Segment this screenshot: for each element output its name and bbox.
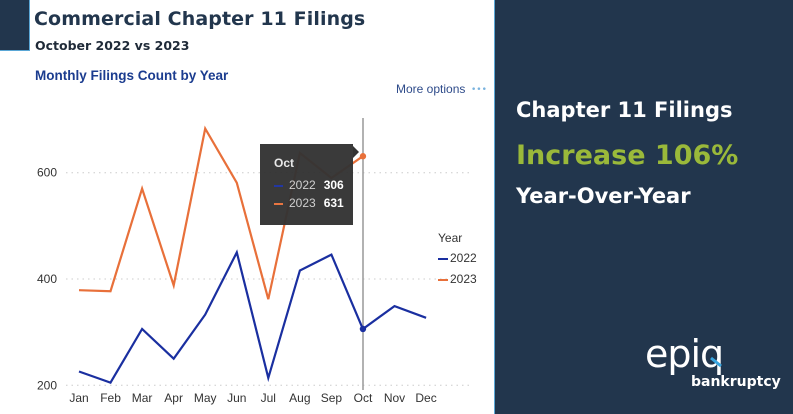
x-tick-label: Mar bbox=[132, 391, 153, 405]
x-tick-label: Oct bbox=[354, 391, 373, 405]
page-title: Commercial Chapter 11 Filings bbox=[34, 8, 366, 30]
tooltip-value: 306 bbox=[323, 178, 344, 192]
headline-line-2: Increase 106% bbox=[516, 140, 739, 171]
x-tick-label: Jun bbox=[227, 391, 246, 405]
headline-line-3: Year-Over-Year bbox=[516, 184, 691, 208]
x-tick-label: May bbox=[194, 391, 217, 405]
x-tick-label: Apr bbox=[164, 391, 183, 405]
legend-line-icon bbox=[274, 184, 283, 187]
x-tick-label: Jan bbox=[69, 391, 88, 405]
page-subtitle: October 2022 vs 2023 bbox=[35, 38, 190, 53]
x-tick-label: Aug bbox=[289, 391, 310, 405]
tooltip-row-2023: 2023 631 bbox=[274, 196, 344, 210]
y-tick-label: 600 bbox=[37, 166, 57, 180]
legend-line-icon bbox=[438, 278, 448, 282]
x-axis: Jan Feb Mar Apr May Jun Jul Aug Sep Oct Nov Dec bbox=[69, 391, 436, 405]
logo-subtitle: bankruptcy bbox=[691, 374, 781, 390]
legend-line-icon bbox=[438, 257, 448, 261]
tooltip-pointer bbox=[353, 146, 359, 158]
legend-item-2022[interactable]: 2022 bbox=[438, 251, 477, 265]
headline-line-1: Chapter 11 Filings bbox=[516, 98, 733, 122]
legend-label: 2023 bbox=[450, 272, 477, 286]
legend-item-2023[interactable]: 2023 bbox=[438, 272, 477, 286]
x-tick-label: Feb bbox=[100, 391, 121, 405]
tooltip-label: 2023 bbox=[289, 196, 316, 210]
tooltip-row-2022: 2022 306 bbox=[274, 178, 344, 192]
series-line-2022[interactable] bbox=[78, 249, 427, 384]
y-axis: 200 400 600 bbox=[37, 166, 57, 393]
x-tick-label: Jul bbox=[261, 391, 276, 405]
highlight-point-2022[interactable] bbox=[359, 325, 367, 333]
tooltip-title: Oct bbox=[274, 156, 295, 170]
gridlines bbox=[66, 172, 470, 386]
y-tick-label: 400 bbox=[37, 272, 57, 286]
legend-title: Year bbox=[438, 231, 463, 245]
legend-label: 2022 bbox=[450, 251, 477, 265]
logo-q-tail-icon bbox=[710, 356, 722, 368]
tooltip-label: 2022 bbox=[289, 178, 316, 192]
x-tick-label: Dec bbox=[415, 391, 436, 405]
x-tick-label: Nov bbox=[384, 391, 405, 405]
headline-panel: Chapter 11 Filings Increase 106% Year-Ov… bbox=[494, 0, 793, 414]
highlight-point-2023[interactable] bbox=[359, 153, 367, 160]
corner-accent-block bbox=[0, 0, 30, 51]
more-options-button[interactable]: More options bbox=[396, 82, 466, 96]
chart-tooltip: Oct 2022 306 2023 631 bbox=[260, 144, 353, 225]
ellipsis-icon[interactable]: ••• bbox=[471, 85, 487, 95]
legend-line-icon bbox=[274, 202, 283, 205]
tooltip-value: 631 bbox=[323, 196, 344, 210]
logo-wordmark: epiq bbox=[645, 332, 724, 376]
chart-title: Monthly Filings Count by Year bbox=[35, 68, 229, 83]
epiq-logo: epiq bankruptcy bbox=[645, 332, 785, 400]
y-tick-label: 200 bbox=[37, 378, 57, 392]
x-tick-label: Sep bbox=[321, 391, 343, 405]
line-chart[interactable]: 200 400 600 Jan Feb Mar Apr May Jun Jul Aug Sep Oct… bbox=[0, 0, 494, 414]
